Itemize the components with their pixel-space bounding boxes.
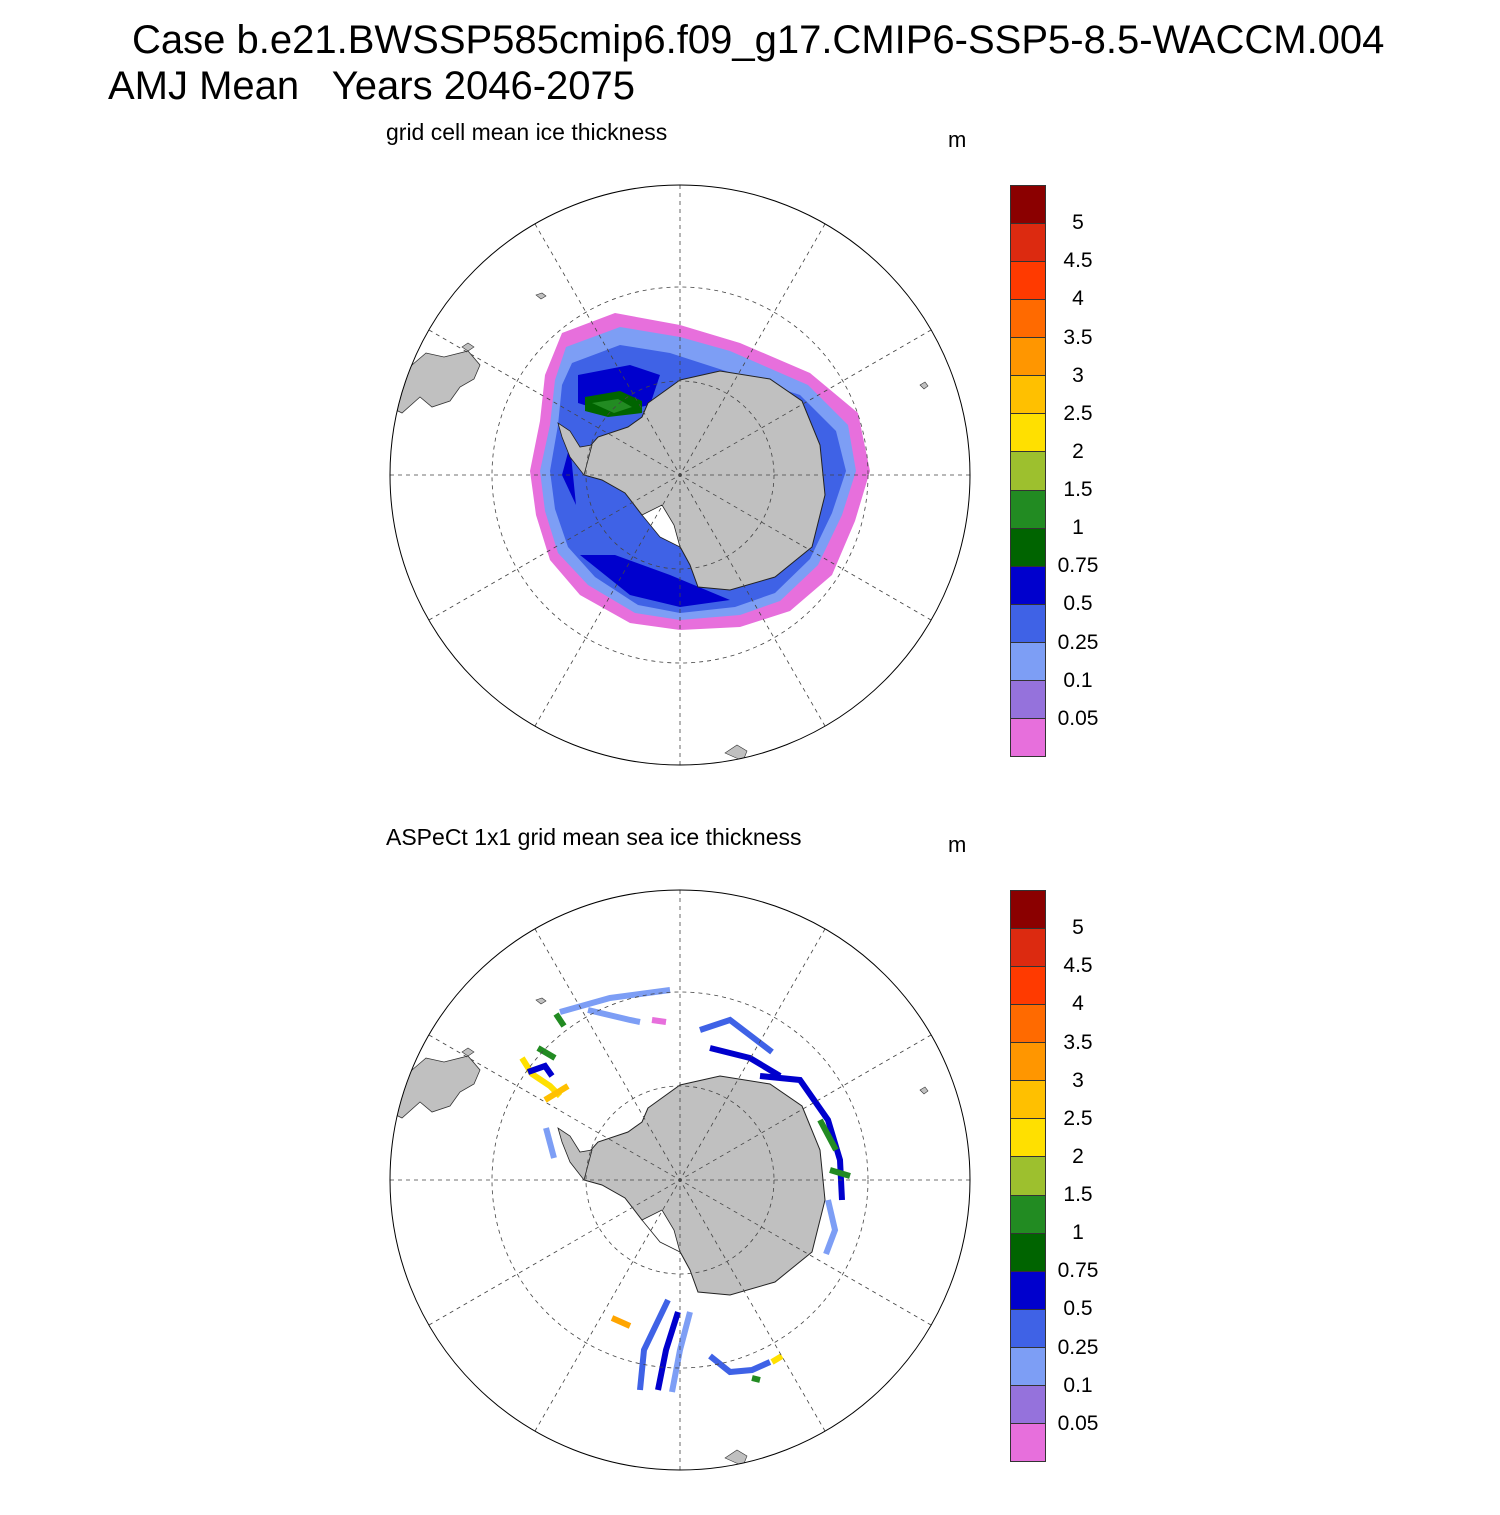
colorbar-tick-label: 0.75 (1057, 1259, 1099, 1283)
colorbar-swatch (1011, 1195, 1045, 1234)
colorbar-tick-label: 0.75 (1057, 554, 1099, 578)
ross-ice-shelf (641, 504, 681, 548)
colorbar-tick-label: 0.1 (1063, 668, 1093, 692)
colorbar-tick-label: 0.5 (1063, 592, 1093, 616)
colorbar-swatch (1011, 1385, 1045, 1424)
colorbar-tick-label: 0.25 (1057, 1335, 1099, 1359)
polar-map-model (389, 184, 971, 766)
colorbar-labels: 5 4.5 4 3.5 3 2.5 2 1.5 1 0.75 0.5 0.25 0.1 0.05 (1052, 185, 1112, 757)
south-georgia (535, 997, 547, 1005)
colorbar-swatch (1011, 642, 1045, 681)
colorbar-swatch (1011, 604, 1045, 643)
south-america-landmass (390, 350, 481, 414)
kerguelen (919, 1086, 929, 1095)
colorbar-swatch (1011, 300, 1045, 339)
colorbar-tick-label: 1 (1072, 516, 1084, 540)
south-georgia (535, 292, 547, 300)
falkland-islands (461, 1047, 475, 1057)
colorbar-swatch (1011, 1233, 1045, 1272)
colorbar-swatch (1011, 1081, 1045, 1120)
colorbar (1010, 890, 1046, 1462)
ross-ice-shelf (641, 1209, 681, 1253)
panel-subtitle: grid cell mean ice thickness (386, 119, 668, 145)
antarctic-peninsula (557, 422, 593, 476)
ice-band-0.75 (585, 391, 718, 565)
tasmania-fragment (724, 744, 748, 762)
colorbar-tick-label: 1.5 (1063, 1183, 1093, 1207)
colorbar-tick-label: 1 (1072, 1221, 1084, 1245)
colorbar-tick-label: 3 (1072, 1068, 1084, 1092)
ice-band-0.5 (562, 365, 730, 607)
map-panel-model: grid cell mean ice thickness m (0, 105, 1500, 810)
colorbar-tick-label: 5 (1072, 211, 1084, 235)
colorbar-tick-label: 1.5 (1063, 478, 1093, 502)
colorbar-swatch (1011, 338, 1045, 377)
colorbar-labels: 5 4.5 4 3.5 3 2.5 2 1.5 1 0.75 0.5 0.25 0.1 0.05 (1052, 890, 1112, 1462)
colorbar-swatch (1011, 1309, 1045, 1348)
antarctic-peninsula (557, 1127, 593, 1181)
panel-subtitle: ASPeCt 1x1 grid mean sea ice thickness (386, 824, 802, 850)
colorbar-swatch (1011, 452, 1045, 491)
colorbar-swatch (1011, 1157, 1045, 1196)
colorbar-swatch (1011, 262, 1045, 301)
colorbar-tick-label: 4.5 (1063, 249, 1093, 273)
colorbar-tick-label: 4 (1072, 992, 1084, 1016)
colorbar-swatch (1011, 891, 1045, 930)
colorbar-tick-label: 0.5 (1063, 1297, 1093, 1321)
colorbar-swatch (1011, 528, 1045, 567)
figure-title-period: AMJ Mean Years 2046-2075 (108, 64, 636, 108)
colorbar-swatch (1011, 1423, 1045, 1461)
colorbar-tick-label: 0.05 (1057, 706, 1099, 730)
colorbar-tick-label: 3 (1072, 363, 1084, 387)
figure-title-case: Case b.e21.BWSSP585cmip6.f09_g17.CMIP6-S… (132, 18, 1385, 62)
south-america-landmass (390, 1055, 481, 1119)
colorbar-swatch (1011, 967, 1045, 1006)
antarctica-landmass (581, 1075, 826, 1296)
colorbar-swatch (1011, 376, 1045, 415)
tasmania-fragment (724, 1449, 748, 1467)
colorbar-swatch (1011, 566, 1045, 605)
colorbar-tick-label: 2 (1072, 1144, 1084, 1168)
colorbar-tick-label: 4 (1072, 287, 1084, 311)
falkland-islands (461, 342, 475, 352)
ice-band-1 (592, 399, 632, 413)
colorbar-swatch (1011, 1119, 1045, 1158)
unit-label: m (948, 127, 967, 152)
colorbar-swatch (1011, 186, 1045, 225)
colorbar-tick-label: 5 (1072, 916, 1084, 940)
unit-label: m (948, 832, 967, 857)
colorbar-tick-label: 0.1 (1063, 1373, 1093, 1397)
colorbar-tick-label: 3.5 (1063, 1030, 1093, 1054)
colorbar-tick-label: 2 (1072, 439, 1084, 463)
colorbar-tick-label: 0.05 (1057, 1411, 1099, 1435)
colorbar-tick-label: 3.5 (1063, 325, 1093, 349)
colorbar-swatch (1011, 490, 1045, 529)
colorbar-swatch (1011, 1347, 1045, 1386)
colorbar (1010, 185, 1046, 757)
colorbar-tick-label: 0.25 (1057, 630, 1099, 654)
kerguelen (919, 381, 929, 390)
colorbar-swatch (1011, 1271, 1045, 1310)
colorbar-swatch (1011, 718, 1045, 756)
colorbar-swatch (1011, 929, 1045, 968)
colorbar-swatch (1011, 224, 1045, 263)
colorbar-tick-label: 2.5 (1063, 401, 1093, 425)
polar-map-aspect (389, 889, 971, 1471)
colorbar-swatch (1011, 1043, 1045, 1082)
map-panel-aspect: ASPeCt 1x1 grid mean sea ice thickness m (0, 810, 1500, 1515)
colorbar-tick-label: 2.5 (1063, 1106, 1093, 1130)
colorbar-swatch (1011, 680, 1045, 719)
colorbar-swatch (1011, 1005, 1045, 1044)
colorbar-tick-label: 4.5 (1063, 954, 1093, 978)
colorbar-swatch (1011, 414, 1045, 453)
